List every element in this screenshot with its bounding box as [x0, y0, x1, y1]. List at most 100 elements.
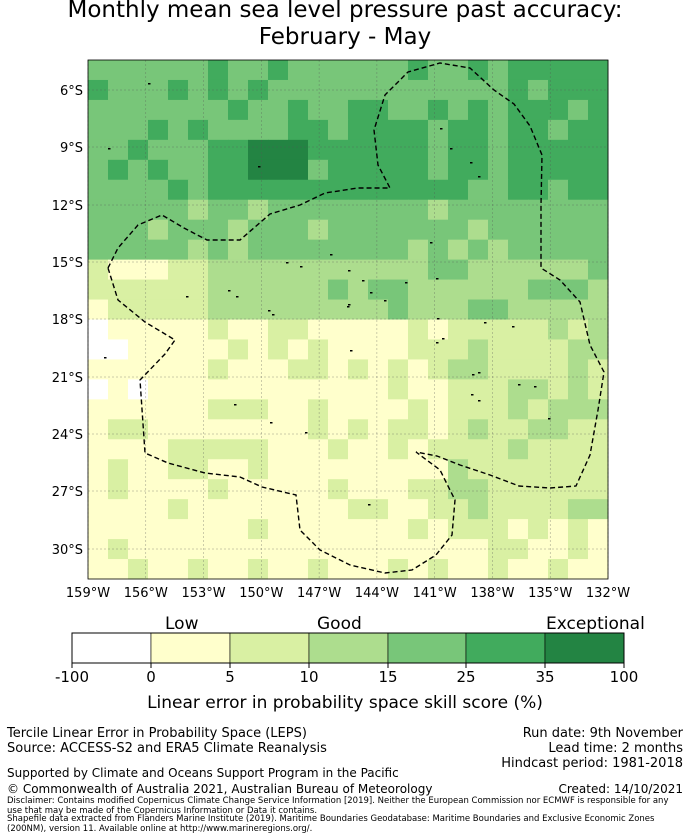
grid-cell	[128, 299, 149, 320]
grid-cell	[528, 519, 549, 540]
island	[268, 310, 271, 312]
grid-cell	[128, 499, 149, 520]
island	[362, 280, 365, 282]
grid-cell	[488, 339, 509, 360]
grid-cell	[88, 459, 109, 480]
grid-cell	[388, 239, 409, 261]
island	[228, 290, 231, 292]
grid-cell	[428, 399, 449, 420]
grid-cell	[428, 319, 449, 340]
island	[534, 386, 537, 388]
grid-cell	[308, 99, 329, 121]
grid-cell	[448, 60, 469, 81]
grid-cell	[348, 219, 369, 241]
grid-cell	[468, 539, 489, 560]
grid-cell	[468, 99, 489, 121]
grid-cell	[548, 519, 569, 540]
grid-cell	[368, 219, 389, 241]
grid-cell	[248, 60, 269, 81]
grid-cell	[108, 519, 129, 540]
grid-cell	[468, 259, 489, 281]
grid-cell	[448, 279, 469, 301]
grid-cell	[228, 119, 249, 141]
grid-cell	[288, 339, 309, 360]
grid-cell	[248, 99, 269, 121]
grid-cell	[148, 279, 169, 301]
latitude-label: 27°S	[52, 485, 83, 500]
grid-cell	[88, 499, 109, 520]
grid-cell	[468, 279, 489, 301]
grid-cell	[548, 199, 569, 221]
grid-cell	[588, 60, 609, 81]
grid-cell	[568, 359, 589, 380]
grid-cell	[528, 139, 549, 161]
colorbar-tick-label: 25	[456, 668, 475, 686]
grid-cell	[428, 359, 449, 380]
grid-cell	[128, 419, 149, 440]
grid-cell	[588, 459, 609, 480]
grid-cell	[108, 159, 129, 181]
grid-cell	[548, 139, 569, 161]
grid-cell	[348, 299, 369, 320]
grid-cell	[288, 359, 309, 380]
grid-cell	[108, 99, 129, 121]
grid-cell	[208, 459, 229, 480]
grid-cell	[188, 559, 209, 580]
grid-cell	[168, 339, 189, 360]
grid-cell	[288, 399, 309, 420]
grid-cell	[148, 399, 169, 420]
grid-cell	[408, 119, 429, 141]
grid-cell	[188, 259, 209, 281]
island	[272, 314, 275, 316]
grid-cell	[368, 539, 389, 560]
grid-cell	[208, 299, 229, 320]
grid-cell	[328, 339, 349, 360]
grid-cell	[168, 279, 189, 301]
eez-boundary	[107, 62, 605, 574]
grid-cell	[268, 299, 289, 320]
grid-cell	[368, 439, 389, 460]
grid-cell	[288, 239, 309, 261]
latitude-label: 18°S	[52, 313, 83, 328]
grid-cell	[388, 459, 409, 480]
grid-cell	[568, 459, 589, 480]
grid-cell	[108, 379, 129, 400]
grid-cell	[548, 179, 569, 201]
grid-cell	[168, 139, 189, 161]
grid-cell	[268, 359, 289, 380]
grid-cell	[508, 79, 529, 101]
grid-cell	[408, 519, 429, 540]
grid-cell	[228, 79, 249, 101]
grid-cell	[148, 519, 169, 540]
grid-cell	[528, 219, 549, 241]
grid-cell	[308, 259, 329, 281]
grid-cell	[188, 279, 209, 301]
grid-cell	[528, 299, 549, 320]
shapefile-text: Shapefile data extracted from Flanders M…	[7, 814, 655, 834]
grid-cell	[148, 359, 169, 380]
grid-cell	[168, 419, 189, 440]
grid-cell	[288, 119, 309, 141]
method-text: Tercile Linear Error in Probability Spac…	[7, 726, 307, 741]
grid-cell	[528, 339, 549, 360]
grid-cell	[568, 199, 589, 221]
grid-cell	[568, 79, 589, 101]
grid-cell	[108, 259, 129, 281]
colorbar-tick-label: 0	[146, 668, 156, 686]
grid-cell	[208, 219, 229, 241]
grid-cell	[388, 279, 409, 301]
latitude-label: 15°S	[52, 256, 83, 271]
grid-cell	[568, 179, 589, 201]
island	[186, 296, 189, 298]
grid-cell	[188, 159, 209, 181]
grid-cell	[268, 60, 289, 81]
grid-cell	[88, 339, 109, 360]
grid-cell	[528, 479, 549, 500]
grid-cell	[168, 499, 189, 520]
grid-cell	[548, 79, 569, 101]
grid-cell	[248, 139, 269, 161]
grid-cell	[308, 379, 329, 400]
grid-cell	[448, 419, 469, 440]
grid-cell	[228, 499, 249, 520]
grid-cell	[308, 199, 329, 221]
